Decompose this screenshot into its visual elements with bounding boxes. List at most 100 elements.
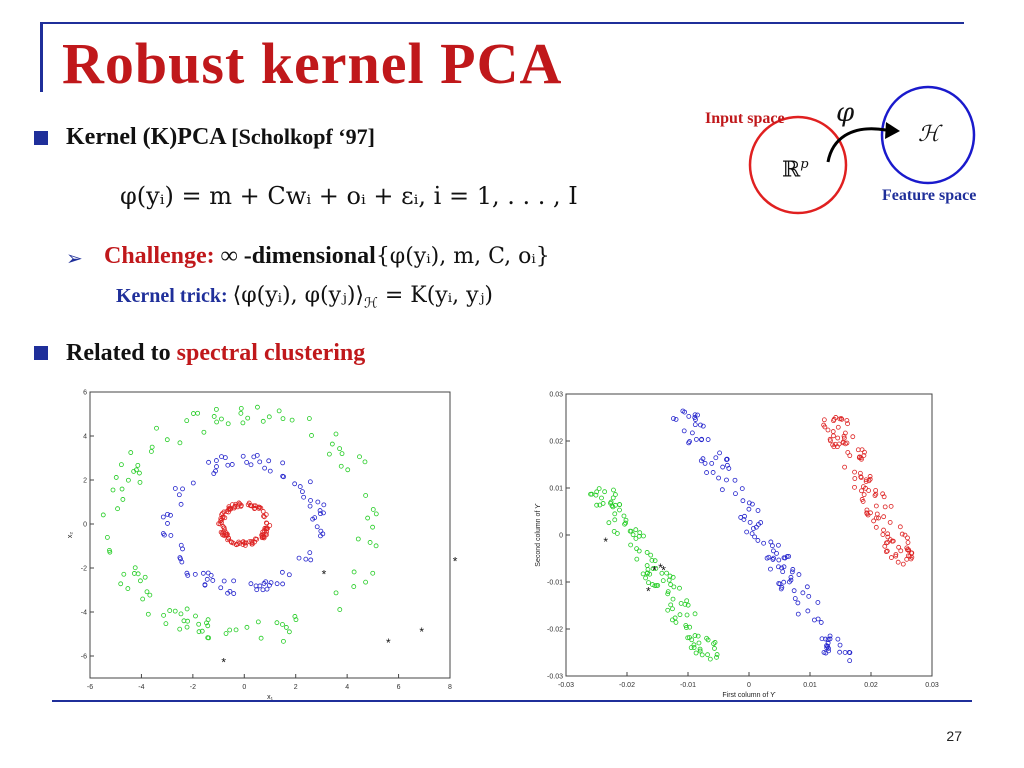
data-point bbox=[337, 446, 343, 452]
data-point bbox=[665, 589, 671, 595]
data-point bbox=[692, 412, 698, 418]
data-point bbox=[835, 636, 841, 642]
data-point bbox=[749, 501, 755, 507]
bullet-kernel-pca-text: Kernel (K)PCA bbox=[66, 124, 232, 150]
data-point bbox=[698, 422, 703, 428]
citation: [Scholkopf ‘97] bbox=[231, 124, 375, 149]
data-point bbox=[667, 573, 673, 579]
data-point bbox=[670, 596, 676, 602]
data-point bbox=[852, 476, 858, 481]
data-point bbox=[115, 506, 120, 512]
data-point bbox=[685, 602, 691, 608]
data-point bbox=[308, 498, 313, 503]
data-point bbox=[307, 550, 313, 556]
data-point bbox=[819, 636, 825, 642]
data-point bbox=[596, 486, 602, 491]
data-point bbox=[240, 420, 246, 426]
data-point bbox=[634, 556, 640, 562]
data-point bbox=[876, 515, 881, 521]
data-point bbox=[218, 585, 224, 591]
data-point bbox=[113, 475, 119, 480]
data-point bbox=[317, 508, 323, 513]
data-point bbox=[874, 511, 880, 517]
data-point bbox=[296, 555, 302, 561]
data-point bbox=[238, 410, 244, 416]
data-point bbox=[120, 497, 126, 502]
data-point bbox=[885, 534, 891, 540]
data-point bbox=[142, 574, 148, 580]
x-tick-label: -0.02 bbox=[619, 682, 635, 689]
data-point bbox=[795, 611, 801, 617]
bullet-related: Related to spectral clustering bbox=[66, 340, 365, 367]
data-point bbox=[670, 606, 675, 612]
data-point bbox=[255, 619, 261, 625]
data-point bbox=[681, 428, 687, 434]
data-point bbox=[700, 423, 706, 429]
data-point bbox=[695, 412, 700, 418]
data-point bbox=[697, 646, 703, 652]
data-point bbox=[788, 574, 794, 580]
kernel-trick-rhs: = K(yᵢ, yⱼ) bbox=[377, 283, 493, 308]
data-point bbox=[180, 486, 185, 492]
data-point bbox=[858, 455, 864, 461]
data-point bbox=[172, 608, 178, 614]
data-point bbox=[135, 462, 141, 468]
bullet-square-icon bbox=[34, 346, 48, 360]
data-point bbox=[357, 454, 362, 460]
data-point bbox=[252, 505, 258, 511]
data-point bbox=[206, 635, 212, 641]
data-point bbox=[821, 422, 827, 428]
data-point bbox=[636, 533, 642, 539]
x-tick-label: 0 bbox=[747, 682, 751, 689]
data-point bbox=[281, 638, 286, 644]
data-point bbox=[213, 458, 219, 463]
data-point bbox=[861, 453, 867, 458]
data-point bbox=[267, 582, 272, 588]
data-point bbox=[265, 526, 270, 531]
data-point bbox=[905, 540, 911, 545]
data-point bbox=[646, 580, 651, 586]
data-point bbox=[199, 628, 205, 634]
data-point bbox=[633, 527, 639, 533]
data-point bbox=[260, 509, 266, 514]
data-point bbox=[873, 524, 879, 530]
data-point bbox=[248, 581, 254, 587]
data-point bbox=[225, 462, 231, 468]
data-point bbox=[871, 518, 877, 524]
input-space-p: p bbox=[800, 157, 809, 172]
data-point bbox=[252, 506, 257, 512]
data-point bbox=[244, 624, 250, 630]
data-point bbox=[671, 416, 676, 421]
data-point bbox=[286, 572, 292, 578]
y-tick-label: 0.03 bbox=[549, 392, 563, 399]
data-point bbox=[885, 539, 891, 545]
outlier-point: * bbox=[646, 584, 651, 598]
data-point bbox=[137, 470, 142, 476]
challenge-label: Challenge: bbox=[104, 243, 215, 269]
data-point bbox=[827, 633, 833, 639]
data-point bbox=[644, 550, 650, 555]
data-point bbox=[234, 542, 239, 548]
data-point bbox=[717, 450, 722, 456]
kernel-trick-line: Kernel trick: ⟨φ(yᵢ), φ(yⱼ)⟩ℋ = K(yᵢ, yⱼ… bbox=[116, 283, 493, 311]
data-point bbox=[898, 548, 904, 554]
data-point bbox=[244, 460, 250, 465]
challenge-set: {φ(yᵢ), m, C, oᵢ} bbox=[375, 244, 550, 269]
x-tick-label: -0.01 bbox=[680, 682, 696, 689]
data-point bbox=[652, 583, 658, 589]
data-point bbox=[205, 570, 211, 576]
x-tick-label: 0 bbox=[242, 684, 246, 691]
outlier-point: * bbox=[453, 554, 458, 568]
data-point bbox=[237, 501, 243, 507]
outlier-point: * bbox=[386, 636, 391, 650]
data-point bbox=[846, 649, 852, 655]
data-point bbox=[281, 474, 286, 480]
data-point bbox=[873, 488, 879, 493]
data-point bbox=[823, 636, 828, 642]
data-point bbox=[885, 531, 891, 537]
data-point bbox=[218, 529, 224, 535]
kernel-trick-sub: ℋ bbox=[364, 295, 378, 312]
data-point bbox=[692, 611, 698, 617]
data-point bbox=[210, 578, 216, 583]
top-rule bbox=[40, 22, 964, 24]
